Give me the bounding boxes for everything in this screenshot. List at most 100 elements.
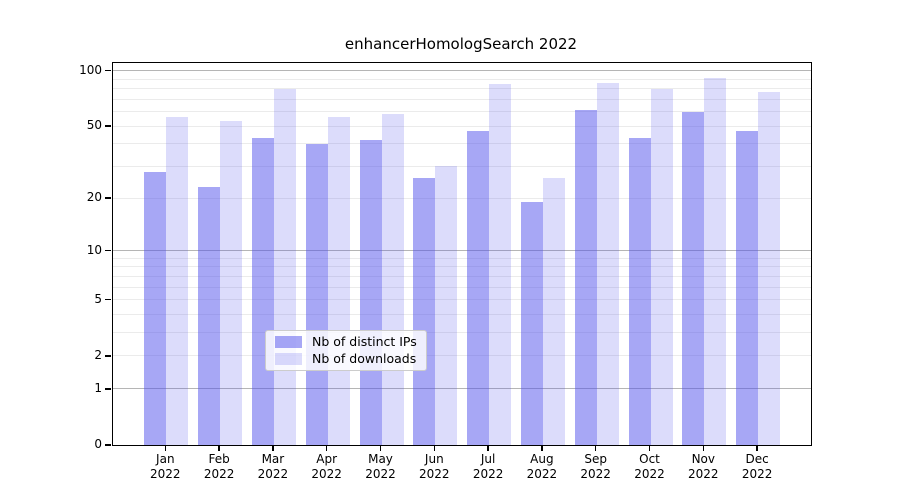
bar-nb-of-downloads-jun: [435, 166, 458, 445]
bar-nb-of-downloads-oct: [650, 88, 673, 445]
legend-item-distinct-ips: Nb of distinct IPs: [275, 335, 417, 349]
x-tick-year: 2022: [311, 467, 342, 481]
y-tick-10: [105, 249, 111, 252]
y-tick-label-1: 1: [94, 380, 102, 395]
gridline-minor-30: [113, 165, 811, 167]
gridline-minor-2: [113, 355, 811, 357]
bar-nb-of-distinct-ips-jan: [144, 171, 167, 445]
y-tick-100: [105, 69, 111, 72]
gridline-minor-60: [113, 111, 811, 113]
x-tick-label-mar: Mar 2022: [246, 452, 300, 482]
bar-nb-of-distinct-ips-oct: [628, 138, 651, 445]
x-tick-year: 2022: [150, 467, 181, 481]
x-tick-label-aug: Aug 2022: [515, 452, 569, 482]
x-tick-nov: [702, 445, 705, 451]
x-tick-year: 2022: [365, 467, 396, 481]
x-tick-label-nov: Nov 2022: [676, 452, 730, 482]
x-tick-jun: [433, 445, 436, 451]
bar-nb-of-downloads-mar: [273, 88, 296, 445]
x-tick-month: Mar: [261, 452, 285, 466]
x-tick-year: 2022: [580, 467, 611, 481]
y-tick-5: [105, 298, 111, 301]
x-tick-month: Oct: [639, 452, 660, 466]
bar-nb-of-downloads-feb: [220, 121, 243, 445]
bar-nb-of-downloads-may: [381, 114, 404, 445]
bar-nb-of-distinct-ips-jun: [413, 177, 436, 445]
x-tick-year: 2022: [688, 467, 719, 481]
bar-nb-of-downloads-sep: [596, 82, 619, 445]
y-tick-0: [105, 444, 111, 446]
x-tick-sep: [594, 445, 597, 451]
gridline-minor-9: [113, 257, 811, 259]
bar-nb-of-downloads-nov: [704, 78, 727, 445]
plot-area: [105, 62, 812, 446]
x-tick-label-apr: Apr 2022: [300, 452, 354, 482]
bar-nb-of-distinct-ips-sep: [574, 110, 597, 445]
x-tick-label-jun: Jun 2022: [407, 452, 461, 482]
x-tick-aug: [541, 445, 543, 451]
x-tick-year: 2022: [741, 467, 773, 481]
x-tick-jul: [487, 445, 489, 451]
bar-nb-of-distinct-ips-apr: [305, 143, 328, 445]
y-tick-2: [105, 355, 111, 357]
x-tick-feb: [218, 445, 220, 451]
x-tick-label-feb: Feb 2022: [192, 452, 246, 482]
x-tick-may: [379, 445, 382, 451]
x-tick-month: Jun: [424, 452, 444, 466]
gridline-minor-5: [113, 299, 811, 301]
gridline-minor-20: [113, 197, 811, 199]
gridline-minor-50: [113, 125, 811, 127]
y-tick-label-5: 5: [94, 291, 102, 306]
bar-nb-of-downloads-jan: [166, 117, 189, 445]
y-tick-label-0: 0: [94, 437, 102, 451]
x-tick-year: 2022: [634, 467, 665, 481]
x-tick-year: 2022: [472, 467, 504, 481]
x-tick-label-oct: Oct 2022: [623, 452, 677, 482]
gridline-minor-8: [113, 266, 811, 268]
x-tick-oct: [648, 445, 651, 451]
y-tick-label-2: 2: [94, 347, 102, 362]
gridline-minor-6: [113, 286, 811, 288]
x-tick-apr: [325, 445, 328, 451]
x-tick-year: 2022: [257, 467, 289, 481]
gridline-minor-80: [113, 88, 811, 90]
x-tick-label-jan: Jan 2022: [138, 452, 192, 482]
x-tick-month: Jan: [156, 452, 175, 466]
legend-swatch-icon: [275, 353, 302, 365]
y-tick-label-10: 10: [86, 242, 102, 257]
bar-nb-of-distinct-ips-nov: [682, 111, 705, 445]
gridline-major-1: [113, 388, 811, 390]
x-tick-label-may: May 2022: [354, 452, 408, 482]
x-tick-year: 2022: [203, 467, 235, 481]
x-tick-month: Nov: [691, 452, 715, 466]
x-tick-month: Jul: [480, 452, 496, 466]
bar-nb-of-downloads-dec: [758, 91, 781, 445]
bar-nb-of-distinct-ips-feb: [198, 187, 221, 445]
bar-nb-of-distinct-ips-jul: [467, 130, 490, 445]
y-tick-label-100: 100: [79, 62, 102, 77]
x-tick-dec: [756, 445, 758, 451]
legend-item-downloads: Nb of downloads: [275, 352, 417, 366]
bar-nb-of-distinct-ips-may: [359, 139, 382, 445]
gridline-major-10: [113, 250, 811, 251]
bar-nb-of-distinct-ips-dec: [736, 130, 759, 445]
y-tick-label-50: 50: [86, 118, 102, 133]
x-tick-label-dec: Dec 2022: [730, 452, 784, 482]
x-tick-month: Aug: [530, 452, 554, 466]
x-tick-jan: [164, 445, 167, 451]
gridline-minor-90: [113, 78, 811, 80]
legend-label: Nb of distinct IPs: [312, 334, 417, 349]
gridline-minor-7: [113, 275, 811, 277]
x-tick-year: 2022: [526, 467, 558, 481]
bar-nb-of-downloads-jul: [489, 83, 512, 445]
chart-title: enhancerHomologSearch 2022: [344, 35, 578, 53]
x-tick-month: Apr: [316, 452, 338, 466]
bar-nb-of-distinct-ips-aug: [520, 202, 543, 445]
x-tick-mar: [272, 445, 274, 451]
x-tick-label-jul: Jul 2022: [461, 452, 515, 482]
x-tick-month: Sep: [584, 452, 607, 466]
y-tick-label-20: 20: [86, 190, 102, 205]
legend-swatch-icon: [275, 336, 302, 348]
legend-label: Nb of downloads: [312, 351, 417, 366]
bar-nb-of-distinct-ips-mar: [251, 138, 274, 445]
